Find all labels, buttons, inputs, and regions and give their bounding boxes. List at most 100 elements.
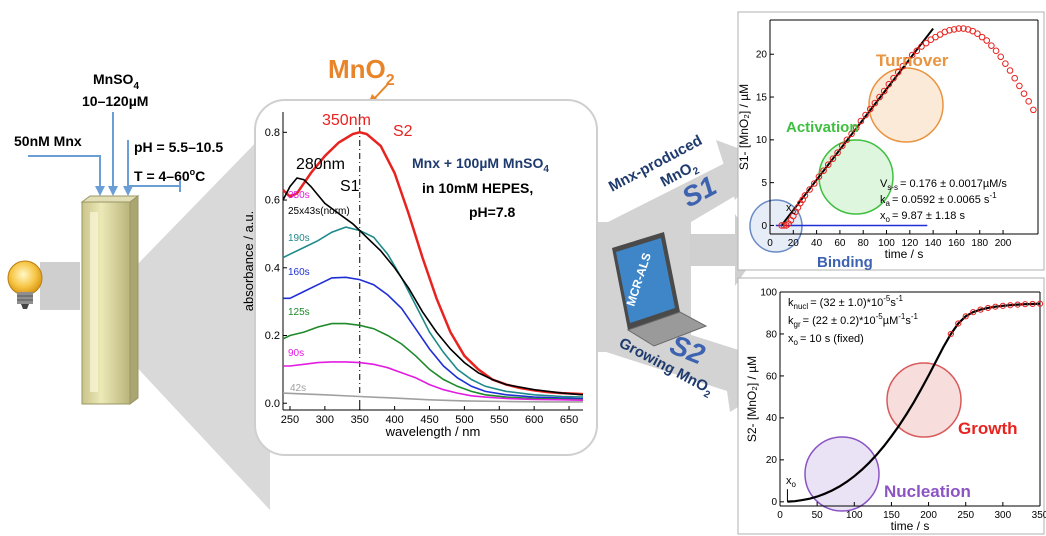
data-point bbox=[1036, 300, 1044, 307]
y-tick-label: 20 bbox=[756, 50, 768, 61]
data-point bbox=[885, 80, 893, 88]
svg-text:ka= 0.0592 ± 0.0065 s-1: ka = 0.0592 ± 0.0065 s-1 bbox=[880, 191, 997, 208]
y-tick-label: 0.2 bbox=[265, 330, 280, 342]
x-tick-label: 500 bbox=[455, 414, 473, 426]
data-point bbox=[908, 51, 916, 59]
data-point bbox=[815, 173, 823, 180]
x-tick-label: 160 bbox=[948, 238, 965, 249]
data-point bbox=[913, 47, 921, 55]
data-point bbox=[974, 30, 981, 37]
data-point bbox=[1006, 67, 1014, 74]
y-tick-label: 0.6 bbox=[265, 195, 280, 207]
y-tick-label: 0 bbox=[761, 221, 767, 232]
svg-text:190s: 190s bbox=[288, 233, 310, 244]
turnover-phase-circle bbox=[868, 67, 944, 143]
y-tick-label: 0.0 bbox=[265, 398, 280, 410]
peak-280-label: 280nm bbox=[296, 156, 345, 173]
product-label: MnO2 bbox=[328, 54, 395, 89]
y-tick-label: 10 bbox=[756, 135, 768, 146]
reagent-range: 10–120µM bbox=[82, 93, 148, 109]
x-tick-label: 0 bbox=[767, 238, 773, 249]
data-point bbox=[983, 37, 991, 44]
data-point bbox=[880, 87, 888, 95]
x-tick-label: 150 bbox=[883, 510, 900, 521]
x-axis-label: time / s bbox=[885, 247, 924, 261]
svg-text:Vs-s= 0.176 ± 0.0017µM/s: Vs-s = 0.176 ± 0.0017µM/s bbox=[880, 178, 1007, 192]
spectrum-chart: 250 300 350 400 450 500 550 600 650 0.0 0.2 0.4 0.6 0… bbox=[241, 112, 584, 439]
svg-text:42s: 42s bbox=[290, 383, 306, 394]
data-point bbox=[946, 26, 953, 34]
spectrum-panel bbox=[254, 99, 598, 456]
y-tick-label: 15 bbox=[756, 92, 768, 103]
light-bulb-icon bbox=[7, 260, 43, 309]
data-point bbox=[955, 320, 962, 327]
svg-text:MnSO4: MnSO4 bbox=[93, 71, 139, 92]
svg-text:xo= 10 s (fixed): xo = 10 s (fixed) bbox=[788, 333, 864, 347]
x-tick-label: 100 bbox=[878, 238, 895, 249]
data-point bbox=[988, 42, 995, 49]
data-point bbox=[862, 111, 869, 119]
svg-text:kgr= (22 ± 0.2)*10-5µM-1s-1: kgr = (22 ± 0.2)*10-5µM-1s-1 bbox=[788, 312, 919, 329]
y-tick-label: 100 bbox=[760, 287, 777, 298]
series-90s bbox=[283, 361, 584, 401]
data-point bbox=[890, 74, 897, 82]
temperature-label: T = 4–60oC bbox=[134, 167, 205, 184]
binding-label: Binding bbox=[817, 254, 873, 271]
data-point bbox=[977, 306, 984, 313]
data-point bbox=[810, 180, 818, 187]
y-axis-label: S2- [MnO₂] / µM bbox=[745, 356, 759, 442]
x-tick-label: 250 bbox=[281, 414, 299, 426]
data-point bbox=[1022, 301, 1029, 308]
activation-label: Activation bbox=[786, 119, 859, 136]
data-point bbox=[960, 25, 967, 32]
x-tick-label: 300 bbox=[995, 510, 1012, 521]
enzyme-label: 50nM Mnx bbox=[14, 133, 82, 149]
series-25x43s-norm- bbox=[282, 177, 584, 396]
data-point bbox=[824, 161, 832, 168]
fit-line bbox=[780, 27, 934, 227]
x-tick-label: 40 bbox=[811, 238, 823, 249]
x-tick-label: 550 bbox=[490, 414, 508, 426]
s1-kinetics-chart: 0 20 40 60 80 100 120 140 160 180 200 0 5 10 15 20 time … bbox=[737, 19, 1039, 261]
light-beam bbox=[40, 128, 270, 510]
data-point bbox=[1025, 98, 1032, 105]
svg-text:pH=7.8: pH=7.8 bbox=[469, 204, 516, 220]
series-125s bbox=[282, 322, 584, 401]
y-tick-label: 0.8 bbox=[265, 127, 280, 139]
x-tick-label: 0 bbox=[777, 510, 783, 521]
x-tick-label: 350 bbox=[1032, 510, 1046, 521]
x-tick-label: 200 bbox=[995, 238, 1012, 249]
svg-text:160s: 160s bbox=[288, 267, 310, 278]
y-tick-label: 60 bbox=[766, 371, 778, 382]
data-point bbox=[978, 33, 986, 41]
input-arrows bbox=[28, 112, 181, 196]
svg-text:in 10mM HEPES,: in 10mM HEPES, bbox=[422, 180, 533, 196]
x-tick-label: 100 bbox=[846, 510, 863, 521]
data-point bbox=[947, 330, 954, 338]
y-tick-label: 5 bbox=[761, 178, 767, 189]
turnover-label: Turnover bbox=[876, 51, 949, 70]
growth-label: Growth bbox=[958, 419, 1018, 438]
x-tick-label: 650 bbox=[560, 414, 578, 426]
svg-text:Mnx + 100µM MnSO4: Mnx + 100µM MnSO4 bbox=[412, 155, 549, 175]
reagent-label: MnSO4 10–120µM bbox=[82, 71, 148, 109]
series-160s bbox=[283, 276, 584, 400]
x-tick-label: 120 bbox=[901, 238, 918, 249]
conditions-text: Mnx + 100µM MnSO4 in 10mM HEPES, pH=7.8 bbox=[412, 155, 549, 220]
data-point bbox=[899, 62, 907, 70]
nucleation-phase-circle bbox=[804, 436, 880, 512]
x-tick-label: 350 bbox=[351, 414, 369, 426]
peak-350-label: 350nm bbox=[322, 112, 371, 129]
x-tick-label: 250 bbox=[957, 510, 974, 521]
growth-phase-circle bbox=[886, 362, 962, 438]
data-point bbox=[806, 186, 813, 193]
data-point bbox=[894, 68, 902, 76]
x-axis-label: time / s bbox=[891, 519, 930, 533]
data-point bbox=[834, 149, 841, 156]
data-point bbox=[852, 124, 860, 132]
data-point bbox=[871, 99, 879, 107]
svg-text:knucl= (32 ± 1.0)*10-5s-1: knucl = (32 ± 1.0)*10-5s-1 bbox=[788, 294, 903, 311]
data-point bbox=[904, 56, 911, 64]
data-point bbox=[866, 105, 874, 113]
data-point bbox=[1011, 74, 1018, 82]
